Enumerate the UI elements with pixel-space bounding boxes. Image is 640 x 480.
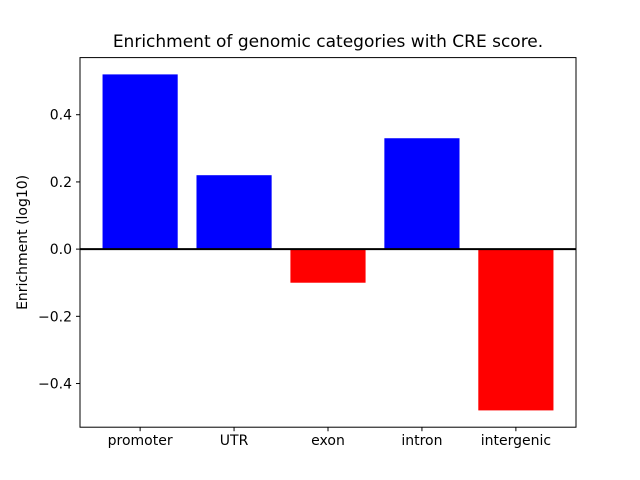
x-tick-label-intergenic: intergenic [481, 433, 551, 449]
chart-title: Enrichment of genomic categories with CR… [113, 32, 543, 52]
y-tick-label-−0.4: −0.4 [38, 377, 72, 393]
bar-intron [384, 138, 460, 250]
bar-exon [290, 249, 366, 283]
x-tick-label-UTR: UTR [220, 433, 249, 449]
bar-intergenic [478, 249, 554, 411]
y-tick-label-0.0: 0.0 [50, 242, 72, 258]
y-tick-label-0.2: 0.2 [50, 175, 72, 191]
y-tick-label-−0.2: −0.2 [38, 309, 72, 325]
x-tick-label-exon: exon [311, 433, 345, 449]
x-tick-label-promoter: promoter [108, 433, 173, 449]
plot-area: 0.4 0.2 0.0 −0.2 −0.4 promoter UTR exon intron in… [38, 57, 577, 449]
y-axis-label: Enrichment (log10) [15, 175, 31, 310]
bar-promoter [102, 74, 178, 250]
x-tick-label-intron: intron [401, 433, 442, 449]
bar-UTR [196, 175, 272, 250]
y-tick-label-0.4: 0.4 [50, 108, 72, 124]
